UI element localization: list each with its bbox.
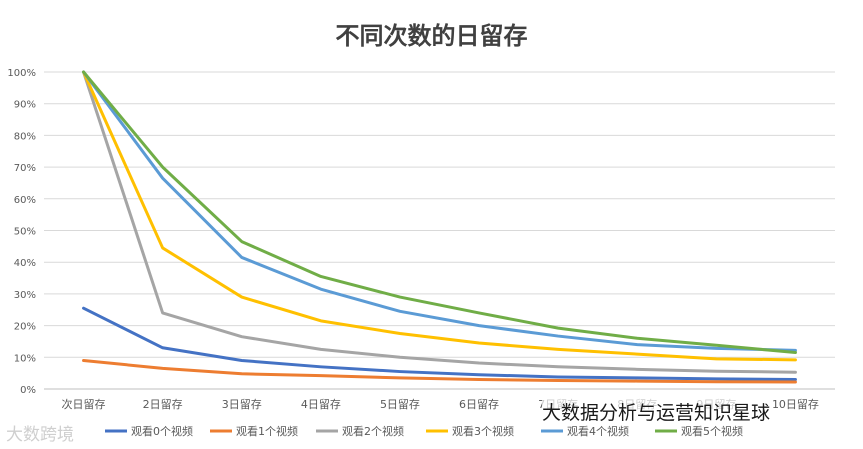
y-tick-label: 20% [14,322,36,333]
series-line-0 [82,306,797,381]
legend-label-2: 观看2个视频 [342,424,404,438]
x-tick-label: 5日留存 [380,397,420,411]
chart-title: 不同次数的日留存 [335,22,528,50]
legend-label-5: 观看5个视频 [681,424,743,438]
y-tick-label: 70% [14,163,36,174]
series-line-2 [82,70,797,374]
series-line-1 [82,358,797,384]
y-tick-label: 0% [20,385,36,396]
y-tick-label: 60% [14,195,36,206]
y-tick-label: 50% [14,227,36,238]
x-tick-label: 4日留存 [301,397,341,411]
y-tick-label: 30% [14,290,36,301]
legend-label-0: 观看0个视频 [131,424,193,438]
x-tick-label: 次日留存 [62,397,106,411]
y-tick-label: 40% [14,258,36,269]
series-line-4 [82,70,797,352]
series-line-5 [82,70,797,355]
x-tick-label: 10日留存 [772,397,819,411]
watermark-right: 大数据分析与运营知识星球 [542,398,771,425]
series-line-3 [82,70,797,362]
y-tick-label: 80% [14,131,36,142]
legend-label-1: 观看1个视频 [236,424,298,438]
y-tick-label: 10% [14,353,36,364]
legend-label-3: 观看3个视频 [452,424,514,438]
legend-label-4: 观看4个视频 [567,424,629,438]
y-tick-label: 100% [7,68,36,79]
y-tick-label: 90% [14,100,36,111]
watermark-left: 大数跨境 [6,425,74,445]
x-tick-label: 2日留存 [143,397,183,411]
x-tick-label: 6日留存 [459,397,499,411]
x-tick-label: 3日留存 [222,397,262,411]
